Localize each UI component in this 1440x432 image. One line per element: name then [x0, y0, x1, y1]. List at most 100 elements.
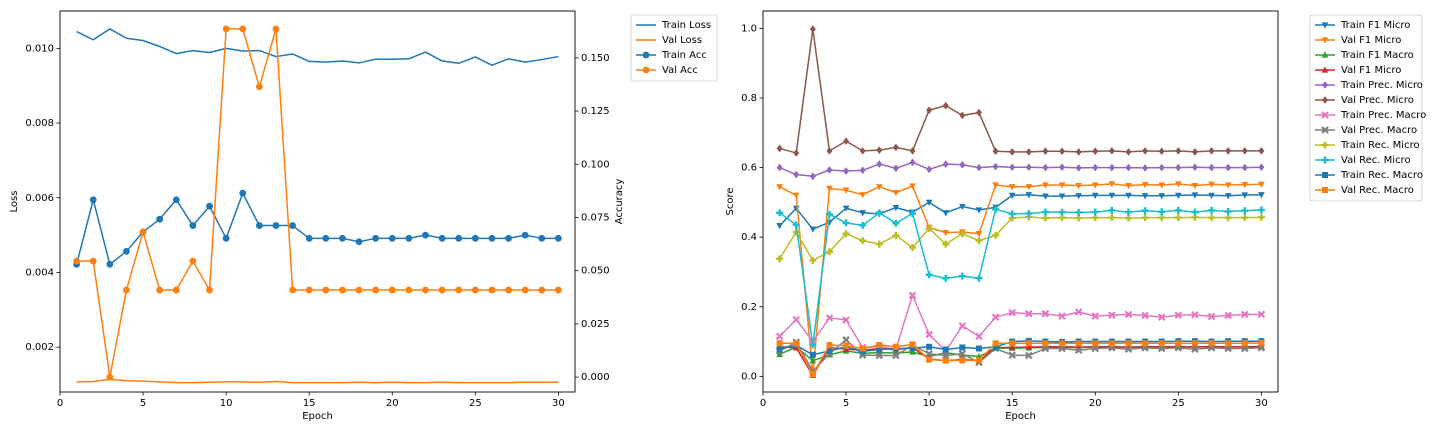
data-point: [289, 286, 296, 294]
legend-marker: [1321, 51, 1329, 58]
x-tick-label: 10: [923, 398, 936, 409]
legend-marker: [1321, 126, 1329, 134]
legend-entry: Train Acc: [636, 50, 707, 61]
data-point: [809, 25, 816, 33]
data-point: [1124, 310, 1133, 319]
legend-entry: Val Loss: [636, 35, 702, 46]
data-point: [975, 357, 982, 364]
data-point: [992, 231, 1000, 239]
data-point: [1174, 214, 1182, 222]
data-point: [926, 356, 933, 363]
data-point: [1142, 164, 1149, 172]
series-line: [779, 193, 1262, 230]
data-point: [1091, 312, 1100, 320]
data-point: [975, 332, 983, 341]
data-point: [1108, 206, 1116, 214]
data-point: [123, 286, 130, 294]
data-point: [776, 163, 783, 172]
legend-entry: Train Loss: [636, 20, 711, 31]
x-tick-label: 5: [843, 398, 849, 409]
data-point: [992, 182, 999, 189]
x-tick-label: 5: [140, 398, 146, 409]
data-point: [809, 172, 816, 181]
data-point: [909, 158, 916, 167]
data-point: [1258, 163, 1265, 172]
series-line: [76, 28, 559, 66]
legend: Train Loss Val Loss Train Acc Val Acc: [630, 14, 718, 82]
series-train-prec-micro: [776, 158, 1265, 181]
data-point: [1008, 351, 1016, 359]
data-point: [156, 215, 164, 223]
data-point: [455, 234, 463, 242]
data-point: [89, 257, 97, 265]
series-val-loss: [76, 378, 559, 384]
data-point: [1158, 193, 1166, 200]
data-point: [909, 210, 917, 218]
x-tick-label: 30: [1255, 398, 1268, 409]
data-point: [1025, 343, 1033, 350]
y-tick-label: 0.004: [25, 267, 54, 278]
data-point: [1208, 340, 1215, 347]
data-point: [1125, 163, 1132, 172]
data-point: [942, 230, 950, 237]
data-point: [1091, 182, 1099, 189]
data-point: [488, 234, 496, 242]
data-point: [1241, 340, 1248, 347]
legend-label: Train Acc: [661, 50, 707, 61]
data-point: [1191, 310, 1199, 319]
data-point: [875, 209, 883, 217]
data-point: [1225, 163, 1232, 172]
legend-marker: [1322, 81, 1328, 89]
data-point: [776, 340, 783, 347]
data-point: [859, 166, 866, 175]
data-point: [859, 210, 866, 217]
data-point: [355, 286, 363, 294]
data-point: [1075, 193, 1082, 200]
data-point: [1059, 147, 1066, 156]
data-point: [859, 147, 866, 155]
data-point: [1091, 208, 1099, 216]
data-point: [959, 160, 966, 169]
data-point: [1009, 340, 1016, 347]
data-point: [776, 223, 783, 230]
data-point: [239, 189, 247, 197]
data-point: [959, 344, 966, 351]
data-point: [992, 162, 999, 171]
axes-frame: [762, 10, 1279, 393]
data-point: [892, 343, 899, 350]
data-point: [1008, 343, 1016, 351]
data-point: [776, 209, 784, 217]
data-point: [776, 184, 783, 191]
data-point: [123, 247, 130, 255]
data-point: [826, 185, 833, 193]
data-point: [909, 147, 916, 155]
data-point: [1175, 163, 1182, 172]
series-train-loss: [76, 28, 559, 66]
loss-accuracy-chart: 0 5 10 15 20 25 30 0.002 0.004 0.006 0.008 0.010 0.0…: [9, 10, 718, 422]
data-point: [222, 25, 230, 33]
data-point: [1208, 147, 1215, 155]
series-line: [76, 378, 559, 384]
series-val-rec-micro: [776, 205, 1265, 349]
x-tick-label: 15: [303, 398, 316, 409]
data-point: [1175, 192, 1182, 200]
data-point: [272, 25, 280, 33]
data-point: [156, 286, 164, 294]
y-tick-label: 0.006: [25, 193, 54, 204]
data-point: [776, 255, 784, 263]
data-point: [388, 286, 396, 294]
data-point: [892, 231, 900, 239]
legend-entry: Train F1 Micro: [1315, 20, 1410, 31]
data-point: [272, 222, 280, 229]
data-point: [1025, 148, 1032, 156]
data-point: [792, 221, 800, 229]
data-point: [1075, 148, 1082, 156]
data-point: [1108, 192, 1116, 200]
data-point: [1224, 193, 1232, 200]
x-tick-label: 25: [1172, 398, 1185, 409]
data-point: [908, 291, 917, 300]
data-point: [455, 286, 463, 294]
data-point: [825, 210, 833, 218]
data-point: [1092, 340, 1099, 347]
